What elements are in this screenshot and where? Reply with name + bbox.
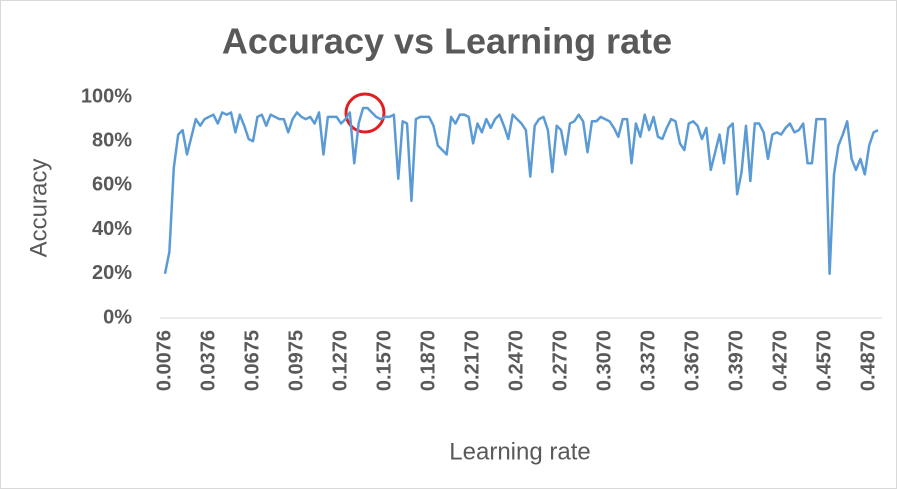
x-tick-label: 0.3970 <box>725 330 747 391</box>
x-tick-label: 0.3070 <box>593 330 615 391</box>
x-tick-label: 0.1570 <box>373 330 395 391</box>
x-tick-label: 0.2170 <box>461 330 483 391</box>
highlight-circle <box>344 92 386 134</box>
y-tick-label: 80% <box>92 129 132 151</box>
x-tick-label: 0.0076 <box>153 330 175 391</box>
data-line <box>163 106 879 276</box>
y-tick-label: 100% <box>81 85 132 107</box>
y-tick-label: 60% <box>92 174 132 196</box>
x-tick-label: 0.0975 <box>285 330 307 391</box>
y-tick-label: 20% <box>92 262 132 284</box>
x-tick-label: 0.0675 <box>241 330 263 391</box>
y-axis-title: Accuracy <box>25 159 52 258</box>
x-tick-label: 0.2770 <box>549 330 571 391</box>
x-tick-label: 0.4270 <box>769 330 791 391</box>
x-tick-label: 0.0376 <box>197 330 219 391</box>
chart-title: Accuracy vs Learning rate <box>222 21 672 62</box>
x-tick-label: 0.3670 <box>681 330 703 391</box>
x-tick-label: 0.2470 <box>505 330 527 391</box>
x-tick-label: 0.1870 <box>417 330 439 391</box>
x-axis-title: Learning rate <box>449 438 590 465</box>
y-tick-label: 40% <box>92 218 132 240</box>
y-tick-label: 0% <box>103 306 132 328</box>
x-tick-label: 0.1270 <box>329 330 351 391</box>
x-tick-label: 0.4870 <box>857 330 879 391</box>
x-tick-label: 0.4570 <box>813 330 835 391</box>
x-tick-label: 0.3370 <box>637 330 659 391</box>
